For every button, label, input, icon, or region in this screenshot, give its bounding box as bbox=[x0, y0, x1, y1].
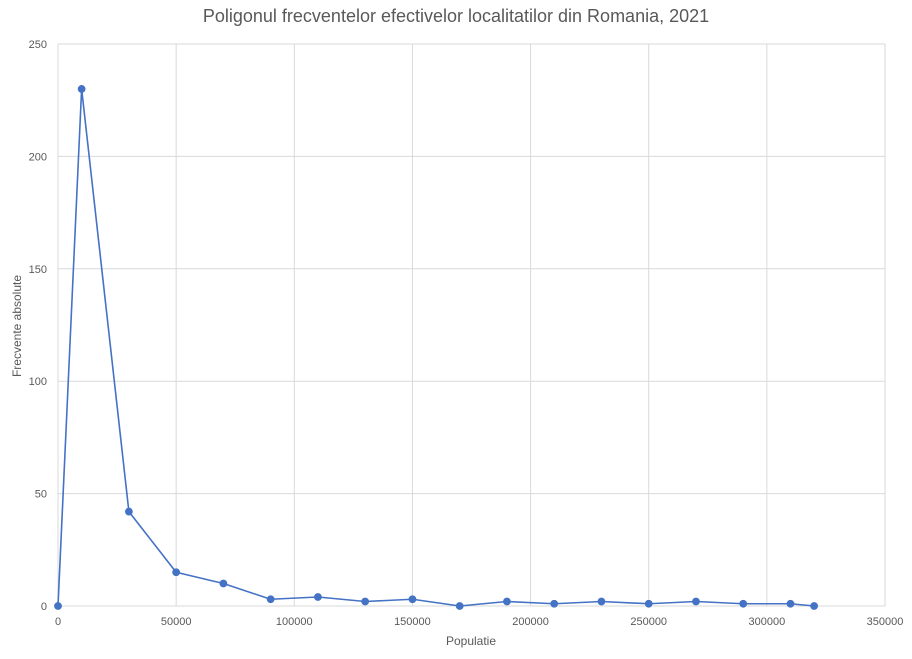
x-tick-label: 250000 bbox=[630, 616, 667, 628]
data-point bbox=[550, 599, 559, 608]
series-points-layer bbox=[54, 85, 819, 610]
data-point bbox=[455, 602, 464, 610]
y-tick-label: 0 bbox=[41, 601, 47, 613]
data-point bbox=[54, 602, 62, 610]
data-point bbox=[644, 599, 653, 608]
y-tick-label: 150 bbox=[29, 264, 47, 276]
y-tick-label: 50 bbox=[35, 489, 47, 501]
y-tick-label: 100 bbox=[29, 376, 47, 388]
data-point bbox=[408, 595, 417, 604]
data-point bbox=[314, 593, 322, 601]
x-tick-label: 0 bbox=[55, 616, 61, 628]
x-tick-label: 150000 bbox=[394, 616, 431, 628]
data-point bbox=[810, 602, 819, 610]
data-point bbox=[361, 597, 370, 606]
tick-labels: 0 50 100 150 200 250 0 50000 100000 150000 200000 2… bbox=[29, 39, 904, 628]
x-tick-label: 300000 bbox=[748, 616, 785, 628]
series-line bbox=[57, 88, 815, 607]
y-tick-label: 250 bbox=[29, 39, 47, 51]
data-point bbox=[597, 597, 606, 606]
data-point bbox=[172, 568, 181, 577]
x-tick-label: 100000 bbox=[276, 616, 313, 628]
chart-title: Poligonul frecventelor efectivelor local… bbox=[202, 6, 710, 26]
series-line-layer bbox=[57, 88, 815, 607]
y-axis-label: Frecvente absolute bbox=[10, 274, 24, 378]
data-point bbox=[739, 599, 748, 608]
grid-layer bbox=[57, 43, 886, 607]
data-point bbox=[124, 507, 133, 516]
data-point bbox=[786, 599, 795, 608]
x-tick-label: 350000 bbox=[867, 616, 904, 628]
x-axis-label: Populatie bbox=[445, 634, 497, 648]
data-point bbox=[503, 597, 511, 606]
data-point bbox=[77, 85, 86, 93]
data-point bbox=[266, 595, 275, 604]
x-tick-label: 50000 bbox=[161, 616, 192, 628]
x-tick-label: 200000 bbox=[512, 616, 549, 628]
data-point bbox=[692, 597, 700, 606]
y-tick-label: 200 bbox=[29, 151, 47, 163]
data-point bbox=[219, 579, 228, 588]
